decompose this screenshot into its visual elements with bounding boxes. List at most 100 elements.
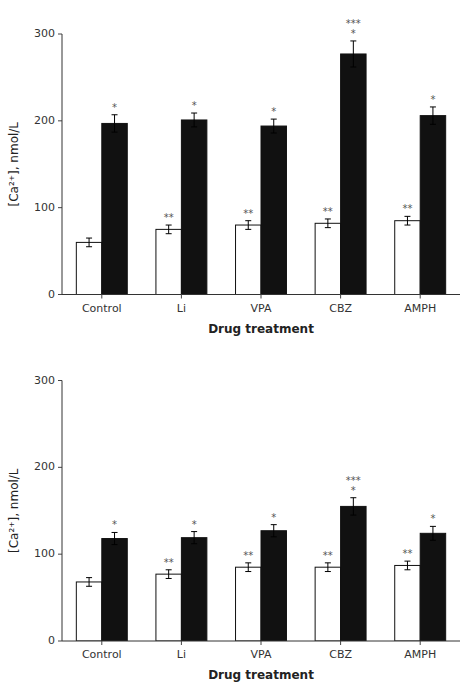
significance-label: * — [430, 94, 435, 105]
significance-label: ** — [243, 208, 253, 219]
error-bar — [112, 532, 118, 544]
significance-line: * — [271, 106, 276, 117]
error-bar — [350, 498, 356, 515]
x-tick — [420, 641, 421, 645]
y-tick-label: 0 — [48, 634, 55, 647]
bar — [76, 242, 101, 294]
y-tick-label: 200 — [34, 460, 55, 473]
chart: 0100200300****************ControlLiVPACB… — [7, 18, 460, 336]
significance-label: **** — [346, 475, 361, 496]
significance-label: * — [271, 106, 276, 117]
error-bar — [86, 238, 92, 247]
chart: 0100200300****************ControlLiVPACB… — [7, 374, 460, 683]
error-bar — [430, 526, 436, 540]
significance-line: ** — [164, 557, 174, 568]
x-tick-label: AMPH — [404, 648, 436, 661]
error-bar — [166, 225, 172, 234]
x-tick — [261, 295, 262, 299]
significance-label: **** — [346, 18, 361, 39]
x-tick — [181, 641, 182, 645]
x-tick — [181, 295, 182, 299]
significance-label: ** — [243, 550, 253, 561]
x-tick-label: Control — [82, 648, 122, 661]
error-bar — [325, 219, 331, 228]
significance-label: ** — [164, 557, 174, 568]
significance-label: ** — [164, 212, 174, 223]
error-bar — [271, 525, 277, 537]
error-bar — [245, 563, 251, 572]
significance-label: * — [112, 519, 117, 530]
y-tick-label: 200 — [34, 114, 55, 127]
y-axis — [62, 34, 63, 295]
significance-line: * — [351, 28, 356, 39]
bar — [395, 221, 420, 295]
significance-line: * — [192, 519, 197, 530]
bars — [76, 41, 445, 295]
bar — [102, 123, 127, 294]
error-bar — [350, 41, 356, 67]
significance-line: ** — [402, 548, 412, 559]
error-bar — [191, 113, 197, 127]
y-tick-label: 100 — [34, 201, 55, 214]
x-tick-label: VPA — [251, 648, 272, 661]
significance-line: ** — [323, 206, 333, 217]
y-tick — [58, 380, 62, 381]
significance-label: * — [192, 100, 197, 111]
significance-line: * — [112, 102, 117, 113]
bar — [261, 531, 286, 641]
error-bar — [245, 221, 251, 230]
error-bar — [271, 119, 277, 133]
bar — [181, 120, 206, 295]
significance-label: * — [112, 102, 117, 113]
y-tick-label: 300 — [34, 374, 55, 387]
x-axis-label: Drug treatment — [208, 322, 314, 336]
significance-line: * — [351, 485, 356, 496]
figure: 0100200300****************ControlLiVPACB… — [0, 0, 474, 693]
y-tick — [58, 34, 62, 35]
y-axis — [62, 381, 63, 642]
y-axis-label: [Ca²⁺], nmol/L — [7, 468, 21, 553]
bars — [76, 498, 445, 641]
bar — [236, 567, 261, 641]
significance-label: * — [192, 519, 197, 530]
x-tick — [101, 641, 102, 645]
significance-line: * — [430, 94, 435, 105]
x-tick-label: Control — [82, 302, 122, 315]
bar — [341, 506, 366, 641]
bar — [315, 567, 340, 641]
x-tick-label: VPA — [251, 302, 272, 315]
bar — [315, 223, 340, 294]
error-bar — [86, 578, 92, 587]
significance-label: ** — [323, 206, 333, 217]
significance-line: ** — [323, 550, 333, 561]
page: {"chart_data": [ {"type": "bar", "catego… — [0, 0, 474, 693]
bar — [395, 565, 420, 641]
significance-line: * — [112, 519, 117, 530]
error-bar — [191, 532, 197, 544]
y-tick — [58, 207, 62, 208]
significance-label: ** — [402, 548, 412, 559]
x-tick — [340, 641, 341, 645]
x-tick — [101, 295, 102, 299]
significance-line: ** — [243, 550, 253, 561]
significance-label: * — [430, 513, 435, 524]
significance-label: ** — [402, 203, 412, 214]
y-axis-label: [Ca²⁺], nmol/L — [7, 122, 21, 207]
bar — [156, 229, 181, 294]
significance-line: * — [271, 512, 276, 523]
x-tick-label: Li — [177, 648, 186, 661]
bar — [420, 533, 445, 641]
error-bar — [112, 115, 118, 132]
y-tick-label: 100 — [34, 547, 55, 560]
y-tick — [58, 294, 62, 295]
significance-line: ** — [164, 212, 174, 223]
significance-line: ** — [243, 208, 253, 219]
x-tick-label: AMPH — [404, 302, 436, 315]
bar — [76, 582, 101, 641]
bar — [420, 116, 445, 295]
bar — [236, 225, 261, 294]
x-tick — [261, 641, 262, 645]
significance-line: * — [192, 100, 197, 111]
y-tick-label: 0 — [48, 288, 55, 301]
significance-line: ** — [402, 203, 412, 214]
